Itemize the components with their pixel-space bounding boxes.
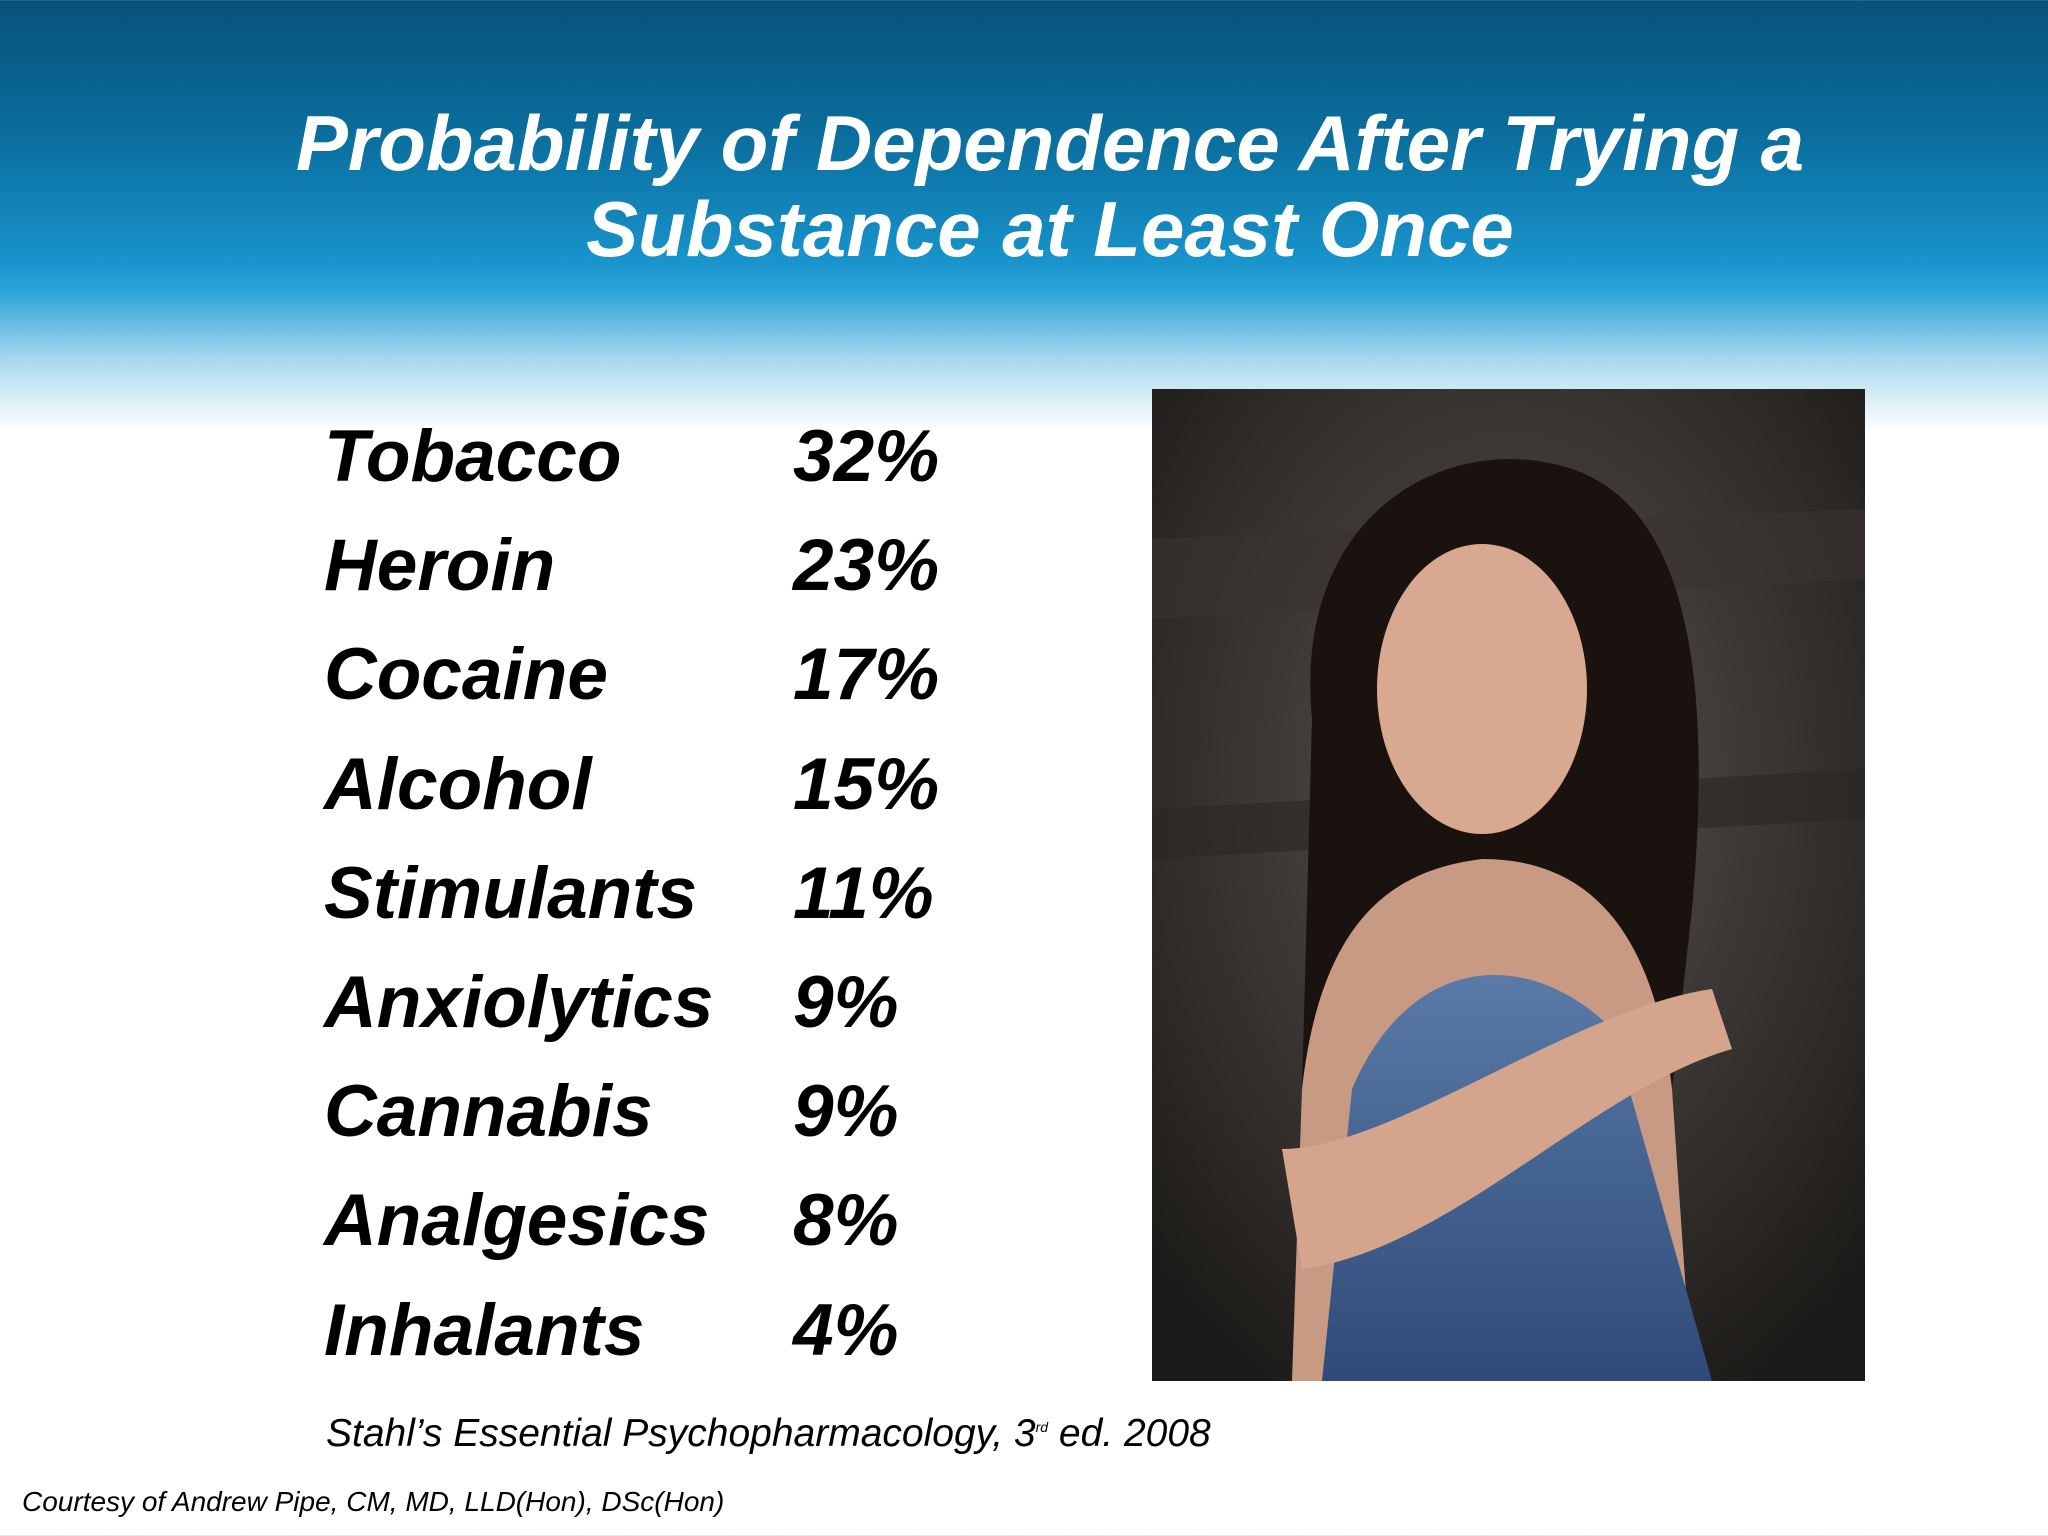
- substance: Tobacco: [324, 416, 622, 497]
- substance: Inhalants: [324, 1289, 645, 1371]
- photo: [1152, 389, 1865, 1381]
- percent: 32%: [793, 416, 940, 497]
- percent: 11%: [793, 852, 934, 934]
- substance: Cocaine: [324, 634, 608, 716]
- citation: Stahl’s Essential Psychopharmacology, 3r…: [326, 1412, 1211, 1456]
- percent: 15%: [793, 743, 940, 825]
- courtesy: Courtesy of Andrew Pipe, CM, MD, LLD(Hon…: [22, 1486, 725, 1517]
- percent: 17%: [793, 634, 940, 716]
- substance: Heroin: [324, 525, 556, 607]
- substance: Cannabis: [324, 1071, 653, 1153]
- substance: Anxiolytics: [324, 962, 714, 1043]
- substance: Stimulants: [324, 852, 698, 934]
- citation-text: Stahl’s Essential Psychopharmacology, 3: [326, 1412, 1036, 1455]
- title-line: Substance at Least Once: [586, 185, 1514, 273]
- citation-text: ed. 2008: [1048, 1412, 1211, 1455]
- citation-superscript: rd: [1035, 1419, 1049, 1435]
- percent: 9%: [793, 1071, 899, 1153]
- title: Probability of Dependence After Trying a…: [0, 100, 2048, 272]
- percent: 4%: [793, 1289, 899, 1371]
- percent: 9%: [793, 962, 899, 1043]
- title-line: Probability of Dependence After Trying a: [295, 99, 1805, 187]
- substance: Analgesics: [324, 1180, 710, 1262]
- percent: 23%: [793, 525, 940, 607]
- substance: Alcohol: [324, 743, 592, 825]
- percent: 8%: [793, 1180, 899, 1262]
